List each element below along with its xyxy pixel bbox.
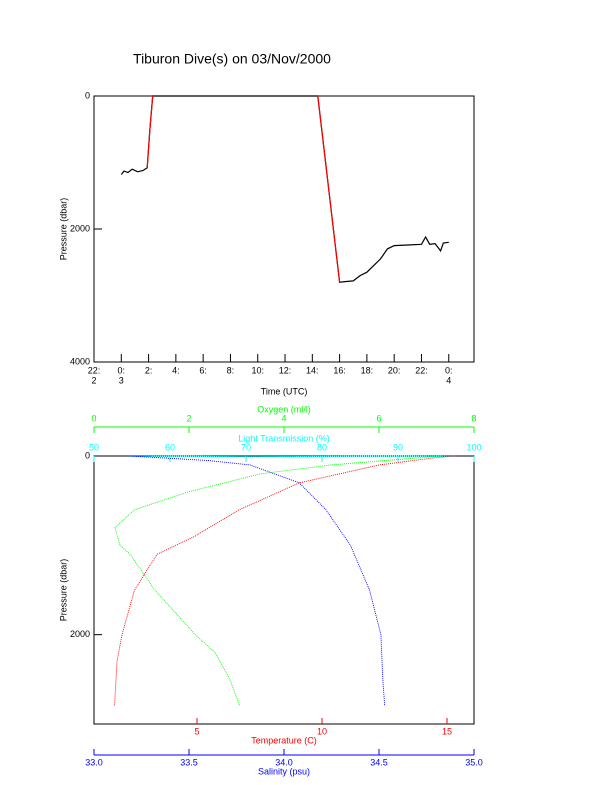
- x-tick-label: 33.0: [85, 757, 103, 767]
- x-tick-day: 3: [119, 375, 124, 385]
- y-tick-label: 4000: [70, 356, 90, 366]
- x-axis-label: Light Transmission (%): [238, 433, 330, 443]
- y-tick-label: 0: [85, 90, 90, 100]
- x-tick-label: 70: [241, 442, 251, 452]
- x-tick-label: 8:: [227, 365, 235, 375]
- x-tick-label: 10: [317, 726, 327, 736]
- y-axis-label: Pressure (dbar): [58, 559, 68, 622]
- x-tick-label: 34.0: [275, 757, 293, 767]
- x-tick-label: 22:: [88, 365, 101, 375]
- y-tick-label: 2000: [70, 223, 90, 233]
- x-tick-label: 90: [393, 442, 403, 452]
- x-tick-label: 6:: [199, 365, 207, 375]
- y-axis-label: Pressure (dbar): [58, 198, 68, 261]
- profile-line: [130, 455, 386, 707]
- x-axis-label: Temperature (C): [251, 735, 317, 745]
- x-tick-label: 50: [89, 442, 99, 452]
- chart-title: Tiburon Dive(s) on 03/Nov/2000: [133, 51, 331, 67]
- profile-line: [131, 455, 452, 458]
- x-tick-label: 15: [442, 726, 452, 736]
- profile-line: [114, 455, 441, 707]
- x-tick-label: 0:: [445, 365, 453, 375]
- x-axis-label: Oxygen (ml/l): [257, 404, 311, 414]
- x-tick-label: 35.0: [465, 757, 483, 767]
- x-axis-label: Time (UTC): [261, 386, 308, 396]
- x-tick-label: 20:: [388, 365, 401, 375]
- y-tick-label: 0: [85, 450, 90, 460]
- dive-line: [120, 95, 449, 283]
- x-tick-day: 4: [446, 375, 451, 385]
- x-tick-label: 4:: [172, 365, 180, 375]
- plot-frame: [93, 455, 475, 725]
- x-tick-label: 14:: [306, 365, 319, 375]
- x-tick-label: 100: [466, 442, 481, 452]
- x-tick-label: 6: [376, 413, 381, 423]
- x-tick-day: 2: [91, 375, 96, 385]
- y-tick-label: 2000: [70, 629, 90, 639]
- x-tick-label: 12:: [279, 365, 292, 375]
- x-tick-label: 2: [186, 413, 191, 423]
- x-tick-label: 2:: [145, 365, 153, 375]
- x-tick-label: 33.5: [180, 757, 198, 767]
- plot-frame: [93, 95, 475, 363]
- x-axis-label: Salinity (psu): [258, 766, 310, 776]
- x-tick-label: 4: [281, 413, 286, 423]
- x-tick-label: 8: [471, 413, 476, 423]
- dive-line: [146, 95, 341, 283]
- x-tick-label: 18:: [361, 365, 374, 375]
- x-tick-label: 22:: [415, 365, 428, 375]
- x-tick-label: 80: [317, 442, 327, 452]
- x-tick-label: 16:: [333, 365, 346, 375]
- x-tick-label: 10:: [251, 365, 264, 375]
- x-tick-label: 0:: [118, 365, 126, 375]
- x-tick-label: 0: [91, 413, 96, 423]
- x-tick-label: 34.5: [370, 757, 388, 767]
- x-tick-label: 5: [194, 726, 199, 736]
- x-tick-label: 60: [165, 442, 175, 452]
- profile-line: [114, 455, 455, 707]
